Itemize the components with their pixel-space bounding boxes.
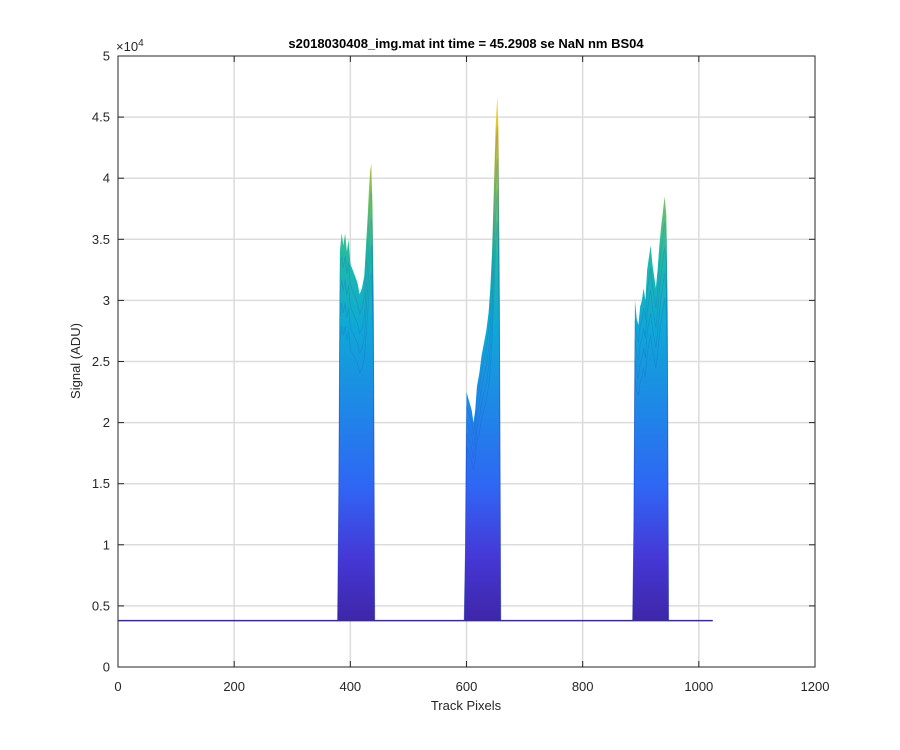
y-ticks: 0 0.5 1 1.5 2 2.5 3 3.5 4 4.5 5 (92, 49, 815, 675)
y-tick-label: 0 (103, 660, 110, 675)
peak-3-trace (632, 247, 670, 621)
x-tick-label: 1000 (684, 679, 713, 694)
y-tick-label: 0.5 (92, 598, 110, 613)
y-exponent-power: 4 (138, 38, 144, 49)
peak-1-area (337, 163, 375, 621)
peak-2-trace (463, 126, 502, 621)
x-tick-label: 600 (456, 679, 478, 694)
peak-3-trace (632, 272, 670, 621)
y-axis-title: Signal (ADU) (68, 323, 83, 399)
peak-2-traces (463, 126, 502, 621)
y-tick-label: 3 (103, 293, 110, 308)
y-tick-label: 2.5 (92, 354, 110, 369)
y-tick-label: 2 (103, 415, 110, 430)
y-tick-label: 1.5 (92, 476, 110, 491)
grid-lines (118, 56, 815, 667)
x-tick-label: 200 (223, 679, 245, 694)
peak-1-trace (337, 218, 376, 621)
peaks-group (337, 95, 670, 621)
y-tick-label: 5 (103, 49, 110, 64)
x-tick-label: 400 (339, 679, 361, 694)
peak-2-trace (463, 221, 502, 621)
peak-1-trace (337, 190, 376, 621)
peak-2-trace (463, 158, 502, 621)
y-tick-label: 1 (103, 537, 110, 552)
peak-2-area (464, 95, 501, 621)
y-exponent-label: ×104 (116, 38, 144, 54)
x-tick-label: 800 (572, 679, 594, 694)
x-axis-title: Track Pixels (431, 698, 502, 713)
peak-3-trace (632, 221, 670, 621)
peak-3-traces (632, 221, 670, 621)
y-tick-label: 4 (103, 171, 110, 186)
peak-2-trace (463, 189, 502, 621)
x-tick-label: 0 (114, 679, 121, 694)
x-tick-label: 1200 (801, 679, 830, 694)
chart-title: s2018030408_img.mat int time = 45.2908 s… (288, 36, 644, 51)
peak-3-trace (632, 298, 670, 621)
peak-1-trace (337, 245, 376, 621)
peak-1-traces (337, 190, 376, 621)
peak-1-trace (337, 273, 376, 621)
peak-3-area (632, 196, 669, 621)
y-tick-label: 4.5 (92, 110, 110, 125)
x-ticks: 0 200 400 600 800 1000 1200 (114, 56, 829, 694)
y-tick-label: 3.5 (92, 232, 110, 247)
